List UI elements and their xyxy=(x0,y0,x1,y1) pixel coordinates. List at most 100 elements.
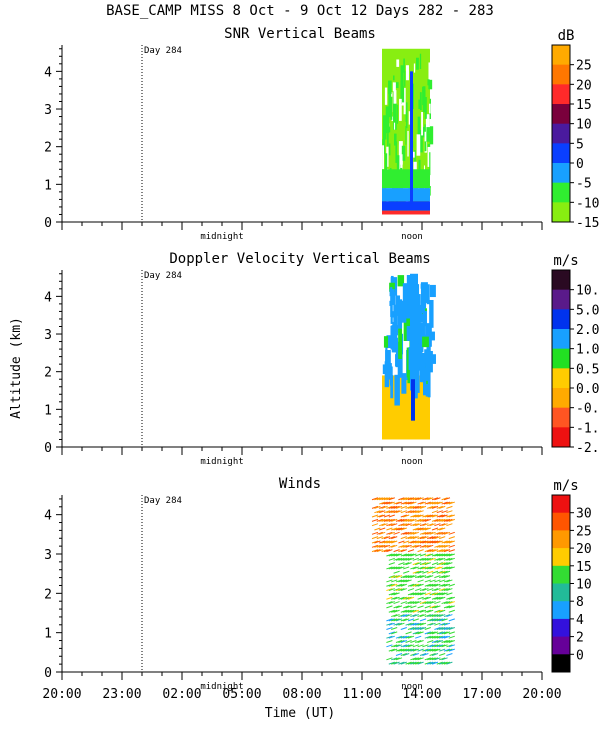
wind-barb xyxy=(427,588,434,592)
wind-barb xyxy=(379,510,386,514)
wind-barb xyxy=(388,566,395,570)
wind-barb xyxy=(393,609,400,613)
wind-barb xyxy=(436,544,443,548)
wind-barb xyxy=(381,518,388,522)
wind-barb xyxy=(448,596,455,600)
wind-barb xyxy=(388,618,395,622)
wind-barb xyxy=(407,501,415,505)
wind-barb xyxy=(424,514,431,518)
colorbar-label: 10.0 xyxy=(576,284,600,299)
wind-barb xyxy=(410,575,417,579)
wind-barb xyxy=(393,570,400,574)
wind-barb xyxy=(371,540,379,544)
wind-barb xyxy=(412,536,419,540)
colorbar-swatch xyxy=(552,583,570,602)
wind-barb xyxy=(448,553,455,557)
wind-barb xyxy=(386,497,393,501)
snr-cell xyxy=(390,96,393,120)
wind-barb xyxy=(379,514,386,518)
wind-barb xyxy=(439,588,446,592)
dv-cell xyxy=(422,302,427,309)
dv-cell xyxy=(383,336,389,348)
wind-barb xyxy=(427,536,434,540)
dv-cell xyxy=(393,304,398,331)
wind-barb xyxy=(400,536,407,540)
wind-barb xyxy=(405,557,412,561)
wind-barb xyxy=(388,562,395,566)
snr-cell xyxy=(425,114,430,134)
wind-barb xyxy=(412,531,419,535)
wind-barb xyxy=(410,510,417,514)
colorbar-swatch xyxy=(552,601,570,620)
snr-cell xyxy=(429,186,432,196)
dv-cell xyxy=(397,275,405,287)
wind-barb xyxy=(417,644,424,648)
wind-barb xyxy=(388,505,395,509)
wind-barb xyxy=(448,531,455,535)
wind-barb xyxy=(439,570,446,574)
wind-barb xyxy=(391,575,398,579)
snr-cell xyxy=(428,62,433,85)
wind-barb xyxy=(398,661,405,665)
wind-barb xyxy=(431,640,439,643)
wind-barb xyxy=(403,531,410,535)
wind-barb xyxy=(405,531,412,535)
wind-barb xyxy=(371,497,379,501)
wind-barb xyxy=(419,601,427,605)
wind-barb xyxy=(403,557,410,561)
wind-barb xyxy=(446,601,453,605)
wind-barb xyxy=(427,557,434,561)
wind-barb xyxy=(446,579,453,583)
wind-barb xyxy=(436,627,443,630)
wind-barb xyxy=(431,596,439,600)
wind-barb xyxy=(398,579,405,583)
wind-barb xyxy=(446,653,453,656)
snr-cell xyxy=(422,86,426,106)
snr-cell xyxy=(393,122,396,130)
wind-barb xyxy=(427,661,434,665)
x-axis-label: Time (UT) xyxy=(265,706,335,721)
wind-barb xyxy=(386,583,393,587)
wind-barb xyxy=(434,518,441,522)
wind-barb xyxy=(419,523,427,527)
x-tick-label: 11:00 xyxy=(342,687,381,702)
wind-barb xyxy=(407,497,415,501)
wind-barb xyxy=(436,553,443,557)
wind-barb xyxy=(412,510,419,514)
wind-barb xyxy=(412,544,419,548)
wind-barb xyxy=(398,614,405,618)
wind-barb xyxy=(443,640,451,643)
wind-barb xyxy=(383,501,391,505)
wind-barb xyxy=(398,583,405,587)
snr-cell xyxy=(400,86,405,103)
snr-cell xyxy=(416,57,419,70)
wind-barb xyxy=(419,614,427,618)
wind-barb xyxy=(417,614,424,618)
wind-barb xyxy=(391,648,398,652)
wind-barb xyxy=(446,566,453,570)
wind-barb xyxy=(431,497,439,501)
wind-barb xyxy=(403,605,410,609)
wind-barb xyxy=(439,583,446,587)
wind-barb xyxy=(403,523,410,527)
wind-barb xyxy=(436,510,443,514)
wind-barb xyxy=(407,583,415,587)
wind-barb xyxy=(443,570,451,574)
wind-barb xyxy=(403,609,410,613)
wind-barb xyxy=(410,536,417,540)
wind-barb xyxy=(410,640,417,643)
dv-cell xyxy=(417,343,423,361)
wind-barb xyxy=(419,544,427,548)
colorbar-label: 0 xyxy=(576,157,584,172)
wind-barb xyxy=(376,531,383,535)
wind-barb xyxy=(446,518,453,522)
y-tick-label: 0 xyxy=(44,666,52,681)
wind-barb xyxy=(379,518,386,522)
wind-barb xyxy=(443,553,451,557)
wind-barb xyxy=(407,609,415,613)
wind-barb xyxy=(415,544,422,548)
wind-barb xyxy=(417,510,424,514)
snr-band-mid xyxy=(382,188,430,202)
wind-barb xyxy=(398,648,405,652)
wind-barb xyxy=(441,514,448,518)
